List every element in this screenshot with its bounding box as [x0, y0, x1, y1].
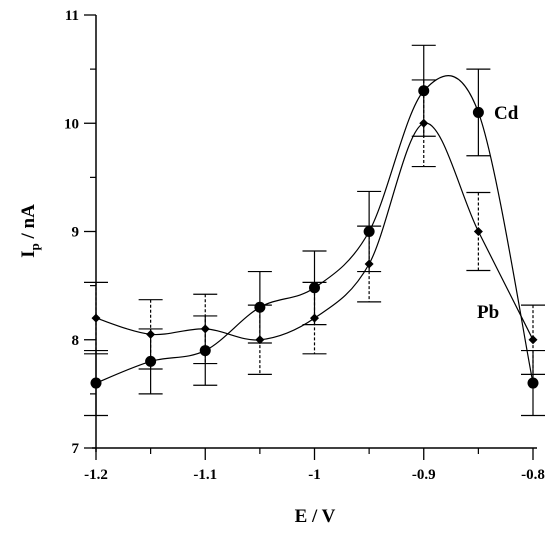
y-tick-label: 7 [72, 441, 80, 457]
series-layer [84, 44, 545, 417]
data-point-cd [90, 377, 102, 389]
x-tick-label: -1.2 [84, 467, 108, 483]
data-point-pb [473, 227, 483, 236]
x-tick-label: -0.9 [412, 467, 436, 483]
x-tick-label: -0.8 [521, 467, 545, 483]
series-line-pb [95, 122, 534, 341]
axes: 7 8 9 10 11 -1.2 -1.1 -1 -0.9 -0.8 [64, 8, 545, 483]
data-point-pb [310, 313, 319, 323]
data-point-pb [200, 324, 210, 334]
y-axis-title: Ip / nA [18, 204, 42, 258]
data-point-pb [419, 118, 429, 128]
data-point-pb [528, 335, 538, 345]
y-axis-title-main: I [18, 250, 39, 257]
x-tick-label: -1 [308, 467, 321, 483]
series-line-cd [95, 75, 534, 384]
data-point-pb [91, 313, 101, 323]
x-tick-label: -1.1 [193, 467, 217, 483]
data-point-pb [255, 335, 265, 345]
series-pb [84, 79, 545, 375]
x-axis-title: E / V [295, 506, 336, 527]
data-point-cd [527, 377, 539, 389]
y-axis-title-sub: p [27, 243, 42, 250]
series-label-cd: Cd [494, 103, 519, 124]
data-point-pb [146, 329, 156, 339]
series-label-pb: Pb [477, 302, 499, 323]
data-point-pb [364, 259, 374, 269]
y-axis-title-rest: / nA [18, 204, 39, 243]
y-tick-label: 10 [64, 116, 79, 132]
y-tick-label: 9 [72, 225, 80, 241]
data-point-cd [472, 106, 484, 118]
y-tick-label: 11 [65, 8, 79, 24]
y-tick-label: 8 [72, 333, 80, 349]
